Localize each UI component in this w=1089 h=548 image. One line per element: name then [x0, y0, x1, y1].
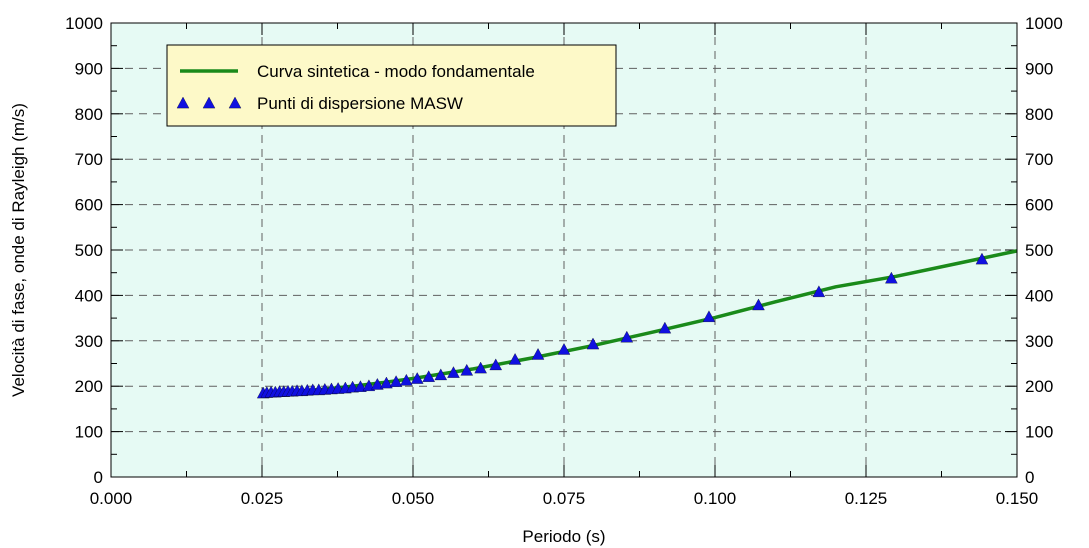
legend-triangle-marker	[176, 96, 190, 109]
y-tick-label-right: 1000	[1025, 14, 1063, 33]
dispersion-point	[531, 348, 545, 360]
x-tick-label: 0.075	[543, 489, 586, 508]
y-axis-title: Velocità di fase, onde di Rayleigh (m/s)	[9, 103, 28, 397]
y-tick-label-right: 200	[1025, 377, 1053, 396]
dispersion-point	[354, 380, 367, 392]
y-tick-label: 200	[75, 377, 103, 396]
x-tick-label: 0.050	[392, 489, 435, 508]
x-tick-label: 0.100	[694, 489, 737, 508]
dispersion-point	[371, 378, 384, 390]
plot-frame	[110, 22, 1018, 478]
dispersion-point	[362, 379, 376, 391]
legend-label-curve: Curva sintetica - modo fondamentale	[257, 62, 535, 81]
dispersion-point	[975, 252, 989, 265]
legend-triangle-marker	[202, 96, 216, 109]
dispersion-point	[434, 368, 448, 381]
x-tick-label: 0.025	[241, 489, 284, 508]
dispersion-point	[508, 353, 522, 365]
data-series	[256, 249, 1018, 399]
dispersion-point	[812, 285, 826, 298]
y-tick-label: 500	[75, 241, 103, 260]
dispersion-point	[389, 375, 403, 387]
dispersion-point	[489, 358, 502, 371]
y-tick-label: 900	[75, 59, 103, 78]
y-tick-label: 0	[94, 468, 103, 487]
legend: Curva sintetica - modo fondamentale Punt…	[166, 44, 617, 127]
dispersion-point	[702, 310, 716, 322]
x-tick-label: 0.000	[90, 489, 133, 508]
legend-box	[166, 44, 617, 127]
dispersion-point	[658, 321, 672, 334]
dispersion-point	[380, 376, 393, 389]
y-tick-label: 1000	[65, 14, 103, 33]
y-tick-label-right: 300	[1025, 332, 1053, 351]
dispersion-point	[620, 330, 634, 343]
y-tick-label-right: 900	[1025, 59, 1053, 78]
dispersion-point	[474, 361, 487, 374]
dispersion-point	[447, 366, 460, 378]
dispersion-point	[400, 373, 413, 386]
y-tick-label-right: 400	[1025, 286, 1053, 305]
dispersion-point	[460, 363, 474, 376]
x-tick-label: 0.150	[996, 489, 1039, 508]
x-tick-label: 0.125	[845, 489, 888, 508]
y-tick-label: 700	[75, 150, 103, 169]
y-tick-label: 400	[75, 286, 103, 305]
legend-triangle-marker	[228, 96, 242, 109]
y-tick-label-right: 600	[1025, 196, 1053, 215]
y-tick-label-right: 0	[1025, 468, 1034, 487]
dispersion-point	[422, 370, 435, 382]
y-tick-label-right: 500	[1025, 241, 1053, 260]
dispersion-point	[410, 372, 424, 384]
tick-labels: 0.000 0.025 0.050 0.075 0.100 0.125 0.150 0 0 100…	[65, 14, 1063, 508]
dispersion-point	[885, 271, 898, 284]
y-tick-label: 300	[75, 332, 103, 351]
y-tick-label-right: 700	[1025, 150, 1053, 169]
y-tick-label: 100	[75, 423, 103, 442]
y-tick-label: 800	[75, 105, 103, 124]
dispersion-point	[557, 343, 571, 355]
x-axis-title: Periodo (s)	[522, 527, 605, 546]
legend-triangle-swatch	[176, 96, 242, 109]
legend-label-points: Punti di dispersione MASW	[257, 94, 463, 113]
y-tick-label: 600	[75, 196, 103, 215]
y-tick-label-right: 800	[1025, 105, 1053, 124]
dispersion-point	[586, 337, 600, 350]
y-tick-label-right: 100	[1025, 423, 1053, 442]
dispersion-point	[752, 298, 765, 311]
